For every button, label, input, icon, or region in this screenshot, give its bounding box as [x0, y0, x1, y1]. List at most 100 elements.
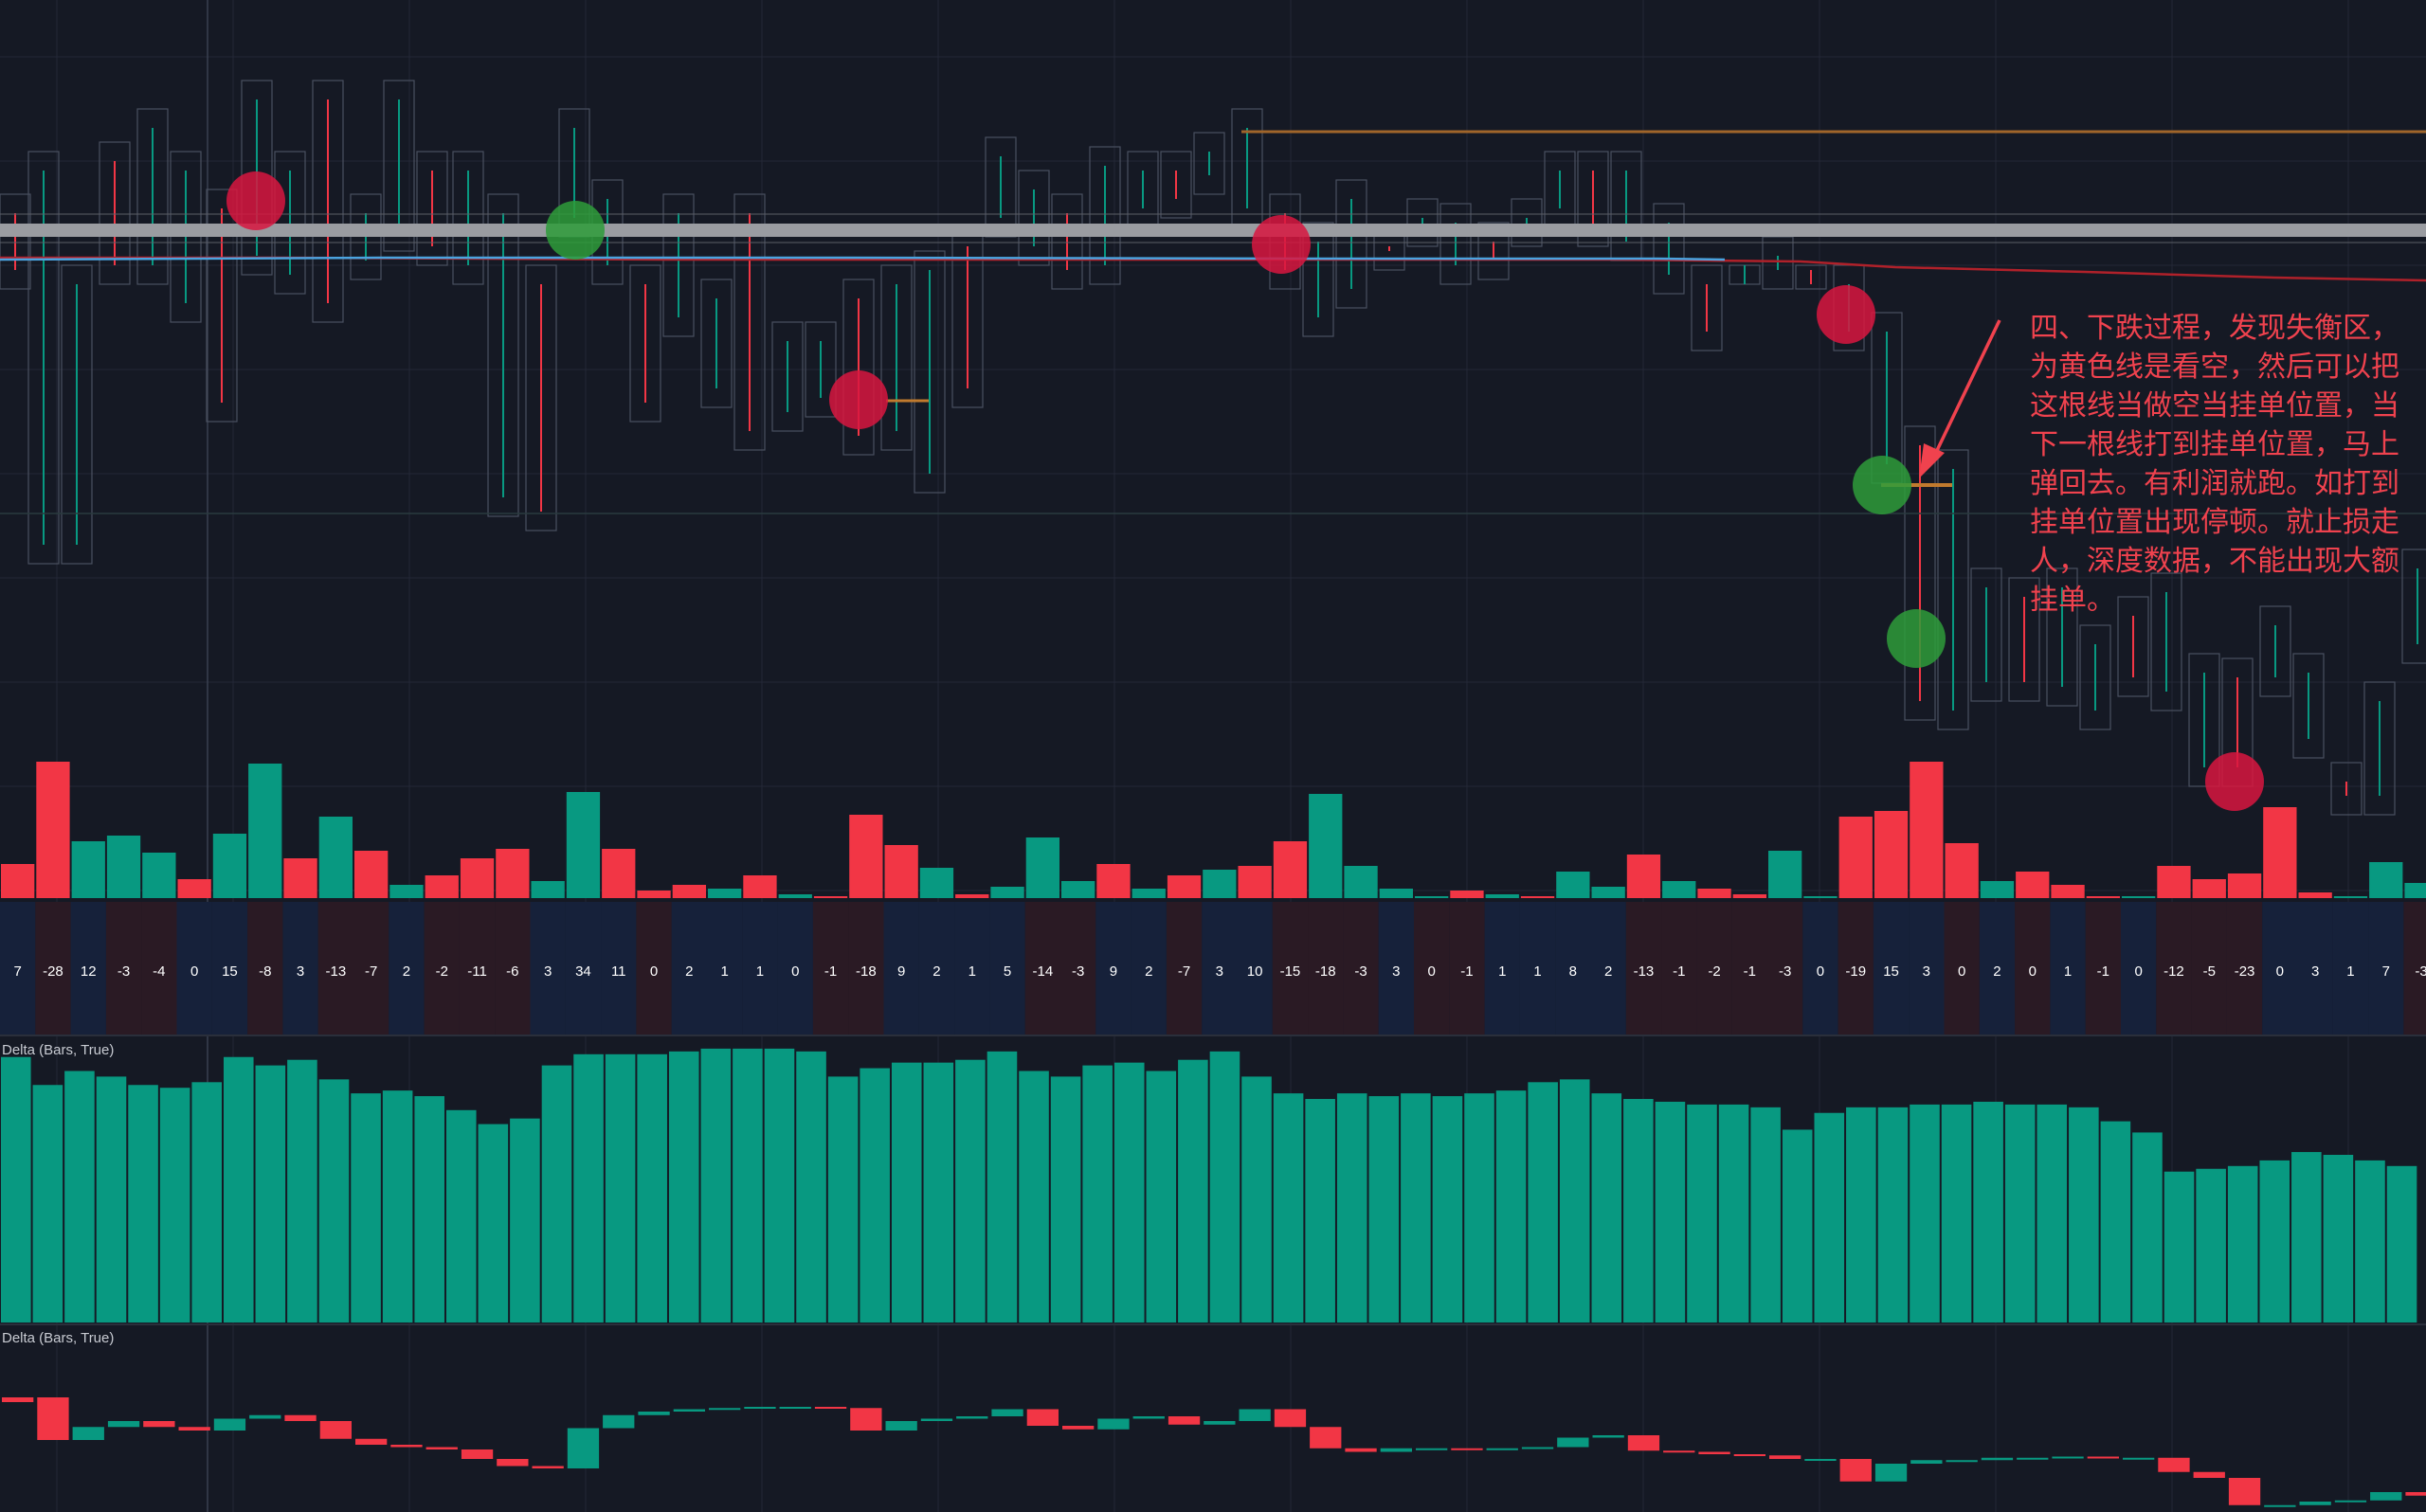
- delta-row-cell: [2332, 902, 2369, 1035]
- volume-bar: [1344, 866, 1378, 898]
- delta-row-cell: [353, 902, 389, 1035]
- delta-row-label: -3: [1072, 963, 1084, 980]
- delta-row-label: 2: [932, 963, 940, 980]
- delta-bar: [1877, 1107, 1909, 1323]
- delta-row-cell: [1696, 902, 1732, 1035]
- delta-row-label: 7: [2382, 963, 2390, 980]
- volume-bar: [2227, 873, 2262, 898]
- gray-band: [0, 224, 2426, 237]
- delta-bar: [1941, 1104, 1972, 1323]
- delta-row-cell: [707, 902, 743, 1035]
- delta-row-label: 0: [2276, 963, 2284, 980]
- delta-candle: [2370, 1492, 2402, 1501]
- delta-candle: [143, 1421, 175, 1428]
- delta-candle: [1839, 1459, 1872, 1482]
- delta-row-label: -19: [1845, 963, 1866, 980]
- delta-row-label: 0: [1817, 963, 1824, 980]
- delta-bar: [1209, 1051, 1240, 1323]
- candle-box: [662, 193, 695, 337]
- delta-bar: [191, 1082, 222, 1323]
- delta-bar: [1336, 1093, 1367, 1323]
- delta-row-cell: [1873, 902, 1910, 1035]
- delta-row-cell: [565, 902, 602, 1035]
- delta-bar: [445, 1109, 477, 1323]
- volume-bar: [2404, 883, 2426, 898]
- buy-marker-icon: [546, 201, 605, 260]
- volume-bar: [389, 885, 424, 898]
- delta-bar: [1082, 1065, 1113, 1323]
- price-pane[interactable]: [0, 80, 2426, 816]
- delta-bar: [891, 1062, 922, 1323]
- delta-candle: [638, 1412, 670, 1415]
- volume-bar: [849, 815, 883, 898]
- delta-row-cell: [1131, 902, 1167, 1035]
- delta-candle: [37, 1397, 69, 1440]
- delta-bar: [1687, 1104, 1717, 1323]
- delta-row-cell: [2262, 902, 2298, 1035]
- delta-bar: [159, 1088, 190, 1323]
- delta-bar: [700, 1048, 732, 1323]
- volume-bar: [248, 764, 282, 898]
- delta-row-label: 2: [1604, 963, 1612, 980]
- candle-box: [2008, 577, 2040, 702]
- delta-candle: [1521, 1447, 1554, 1449]
- candle-box: [383, 80, 415, 252]
- delta-bar: [2132, 1132, 2163, 1323]
- candle-box: [1051, 193, 1083, 290]
- delta-candle: [603, 1414, 635, 1429]
- delta-row-cell: [495, 902, 531, 1035]
- delta-row-cell: [1590, 902, 1626, 1035]
- delta-candle: [1097, 1418, 1130, 1430]
- delta-row-cell: [211, 902, 248, 1035]
- delta-row-label: -6: [506, 963, 518, 980]
- delta-row-cell: [530, 902, 566, 1035]
- volume-bar: [602, 849, 636, 898]
- candle-box: [1018, 170, 1050, 266]
- candle-box: [2292, 653, 2325, 759]
- candle-box: [914, 250, 946, 494]
- sell-marker-icon: [2205, 752, 2264, 811]
- candle-box: [700, 279, 733, 408]
- candle-box: [2401, 549, 2426, 664]
- delta-row-label: -3: [1354, 963, 1367, 980]
- delta-candle: [1204, 1421, 1236, 1425]
- delta-row-label: 11: [611, 963, 626, 980]
- delta-bar: [605, 1053, 636, 1323]
- volume-bar: [2192, 879, 2226, 898]
- candle-box: [2150, 572, 2182, 711]
- candle-box: [1904, 425, 1936, 721]
- candle-box: [1477, 222, 1510, 280]
- delta-candle: [1239, 1409, 1271, 1421]
- delta-candle: [497, 1459, 529, 1467]
- volume-bar: [36, 762, 70, 898]
- volume-bar: [1309, 794, 1343, 898]
- volume-bar: [425, 875, 459, 898]
- delta-row-label: 2: [403, 963, 410, 980]
- delta-candle: [1946, 1460, 1978, 1463]
- volume-bar: [1980, 881, 2015, 898]
- delta-candle: [1874, 1464, 1908, 1482]
- delta-row-label: 34: [575, 963, 591, 980]
- volume-bar: [71, 841, 105, 898]
- delta-candle: [2123, 1457, 2155, 1460]
- buy-marker-icon: [1887, 609, 1946, 668]
- delta-row-label: 0: [650, 963, 658, 980]
- delta-bar: [637, 1053, 667, 1323]
- candle-box: [99, 141, 131, 285]
- delta-candle: [1062, 1426, 1095, 1430]
- delta-bar: [128, 1085, 158, 1323]
- delta-candle: [1557, 1437, 1589, 1448]
- delta-row-label: 1: [2064, 963, 2072, 980]
- delta-row-cell: [1060, 902, 1096, 1035]
- delta-row-label: 3: [2311, 963, 2319, 980]
- delta-row-cell: [2191, 902, 2227, 1035]
- delta-row-label: 9: [1110, 963, 1117, 980]
- delta-bar: [1146, 1071, 1177, 1323]
- annotation-text: 四、下跌过程，发现失衡区，为黄色线是看空，然后可以把这根线当做空当挂单位置，当下…: [2030, 312, 2399, 617]
- delta-bar: [510, 1118, 540, 1323]
- delta-pane-2-title: Delta (Bars, True): [2, 1330, 115, 1346]
- delta-bar: [1495, 1090, 1527, 1323]
- delta-bar: [2259, 1160, 2290, 1323]
- delta-row-label: 1: [720, 963, 728, 980]
